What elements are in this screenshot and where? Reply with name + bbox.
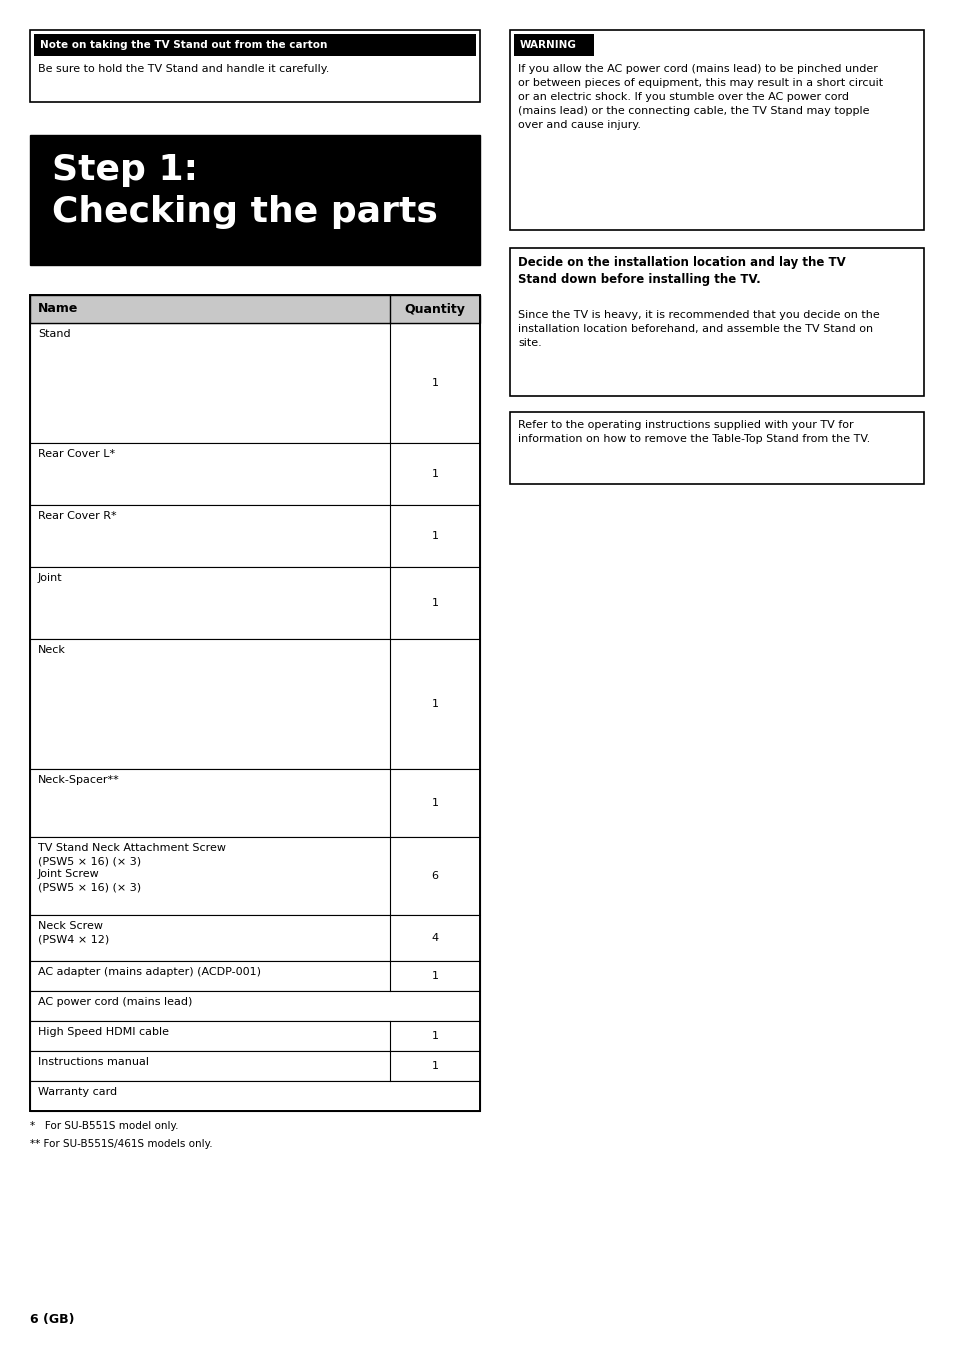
Text: 1: 1 xyxy=(431,469,438,480)
Bar xyxy=(30,992,479,1021)
Bar xyxy=(30,915,479,961)
Text: WARNING: WARNING xyxy=(519,41,577,50)
Bar xyxy=(30,961,479,992)
Bar xyxy=(510,249,923,396)
Bar xyxy=(30,639,479,769)
Bar xyxy=(30,838,479,915)
Text: 1: 1 xyxy=(431,698,438,709)
Text: If you allow the AC power cord (mains lead) to be pinched under
or between piece: If you allow the AC power cord (mains le… xyxy=(517,63,882,130)
Bar xyxy=(30,295,479,323)
Bar xyxy=(30,567,479,639)
Text: Neck: Neck xyxy=(38,644,66,655)
Text: Since the TV is heavy, it is recommended that you decide on the
installation loc: Since the TV is heavy, it is recommended… xyxy=(517,309,879,349)
Bar xyxy=(34,34,476,55)
Bar xyxy=(514,34,594,55)
Text: 1: 1 xyxy=(431,798,438,808)
Text: 6 (GB): 6 (GB) xyxy=(30,1313,74,1325)
Text: Be sure to hold the TV Stand and handle it carefully.: Be sure to hold the TV Stand and handle … xyxy=(38,63,329,74)
Text: Instructions manual: Instructions manual xyxy=(38,1056,149,1067)
Bar xyxy=(30,1081,479,1111)
Bar xyxy=(30,323,479,443)
Bar xyxy=(30,295,479,1111)
Text: Quantity: Quantity xyxy=(404,303,465,316)
Text: 4: 4 xyxy=(431,934,438,943)
Text: TV Stand Neck Attachment Screw
(PSW5 × 16) (× 3)
Joint Screw
(PSW5 × 16) (× 3): TV Stand Neck Attachment Screw (PSW5 × 1… xyxy=(38,843,226,893)
Text: Joint: Joint xyxy=(38,573,63,584)
Text: 1: 1 xyxy=(431,378,438,388)
Text: Step 1:: Step 1: xyxy=(52,153,198,186)
Text: Refer to the operating instructions supplied with your TV for
information on how: Refer to the operating instructions supp… xyxy=(517,420,869,444)
Text: Rear Cover R*: Rear Cover R* xyxy=(38,511,116,521)
Text: Checking the parts: Checking the parts xyxy=(52,195,437,230)
Text: Decide on the installation location and lay the TV
Stand down before installing : Decide on the installation location and … xyxy=(517,255,845,286)
Text: Warranty card: Warranty card xyxy=(38,1088,117,1097)
Bar xyxy=(30,135,479,265)
Bar xyxy=(30,1021,479,1051)
Text: AC adapter (mains adapter) (ACDP-001): AC adapter (mains adapter) (ACDP-001) xyxy=(38,967,261,977)
Text: AC power cord (mains lead): AC power cord (mains lead) xyxy=(38,997,193,1006)
Text: Neck-Spacer**: Neck-Spacer** xyxy=(38,775,120,785)
Bar xyxy=(30,1051,479,1081)
Text: 1: 1 xyxy=(431,598,438,608)
Text: Neck Screw
(PSW4 × 12): Neck Screw (PSW4 × 12) xyxy=(38,921,110,944)
Bar xyxy=(510,30,923,230)
Text: 1: 1 xyxy=(431,1061,438,1071)
Bar xyxy=(30,505,479,567)
Text: *   For SU-B551S model only.: * For SU-B551S model only. xyxy=(30,1121,178,1131)
Bar xyxy=(30,769,479,838)
Text: Name: Name xyxy=(38,303,78,316)
Text: Stand: Stand xyxy=(38,330,71,339)
Text: 1: 1 xyxy=(431,531,438,540)
Text: Note on taking the TV Stand out from the carton: Note on taking the TV Stand out from the… xyxy=(40,41,327,50)
Text: High Speed HDMI cable: High Speed HDMI cable xyxy=(38,1027,169,1038)
Text: 1: 1 xyxy=(431,1031,438,1042)
Text: Rear Cover L*: Rear Cover L* xyxy=(38,449,115,459)
Bar xyxy=(30,443,479,505)
Bar xyxy=(30,30,479,101)
Text: 1: 1 xyxy=(431,971,438,981)
Bar xyxy=(510,412,923,484)
Text: ** For SU-B551S/461S models only.: ** For SU-B551S/461S models only. xyxy=(30,1139,213,1148)
Text: 6: 6 xyxy=(431,871,438,881)
